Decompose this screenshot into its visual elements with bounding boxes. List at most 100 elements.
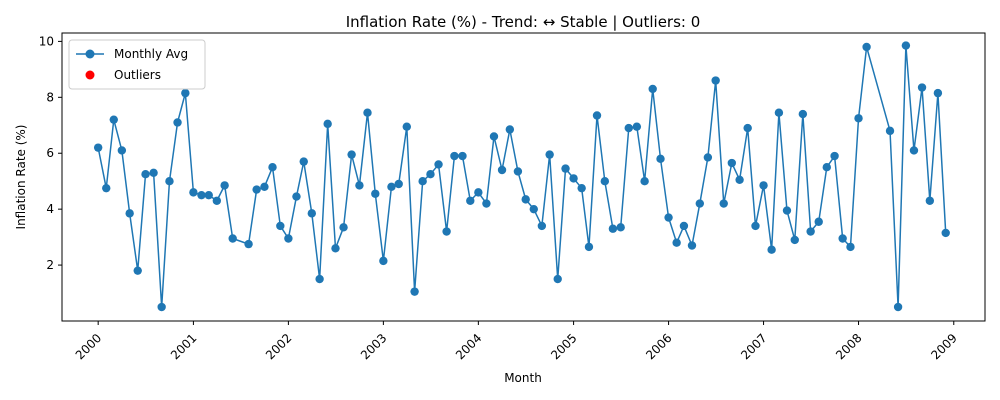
data-point — [204, 190, 213, 200]
legend-entry-monthly-avg: Monthly Avg — [114, 47, 188, 61]
x-tick-label: 2005 — [548, 331, 579, 362]
data-point — [759, 181, 768, 190]
data-point — [616, 223, 625, 232]
data-point — [197, 190, 206, 200]
data-point — [537, 221, 547, 231]
data-point — [862, 42, 871, 52]
data-point — [577, 183, 586, 193]
data-point — [505, 125, 515, 134]
x-tick-label: 2009 — [928, 331, 959, 362]
data-point — [885, 126, 895, 136]
data-point — [276, 221, 285, 231]
data-point — [363, 108, 372, 117]
legend-marker-icon — [85, 49, 95, 59]
data-point — [307, 209, 317, 218]
data-point — [299, 157, 308, 166]
data-point — [189, 188, 198, 197]
data-point — [624, 123, 633, 133]
series-line-monthly-avg — [97, 44, 947, 308]
legend-box — [68, 39, 206, 90]
data-point — [854, 114, 863, 123]
data-point — [315, 274, 324, 284]
data-point — [561, 164, 570, 173]
legend-entry-outliers: Outliers — [114, 68, 161, 82]
data-point — [640, 176, 649, 186]
data-point — [727, 158, 737, 168]
data-point — [933, 88, 943, 98]
data-point — [292, 192, 301, 201]
x-tick-label: 2002 — [263, 331, 294, 362]
x-axis: 2000 2001 2002 2003 2004 2005 2006 2007 2008 2009 — [73, 321, 960, 362]
x-tick-label: 2007 — [738, 331, 769, 362]
data-point — [687, 241, 697, 250]
data-point — [703, 153, 713, 162]
data-point — [917, 83, 927, 92]
data-point — [569, 174, 578, 183]
data-point — [331, 244, 340, 253]
x-tick-label: 2004 — [453, 331, 484, 362]
data-point — [410, 287, 419, 296]
y-tick-label: 6 — [46, 146, 54, 160]
data-point — [228, 234, 237, 243]
data-point — [157, 302, 166, 312]
y-tick-label: 4 — [46, 202, 54, 216]
data-point — [790, 235, 799, 245]
data-point — [347, 150, 356, 159]
data-point — [434, 160, 443, 169]
data-point — [489, 132, 499, 141]
data-point — [711, 76, 720, 85]
data-point — [212, 196, 222, 205]
data-point — [909, 146, 919, 155]
data-point — [244, 239, 253, 249]
data-point — [719, 199, 728, 208]
legend: Monthly Avg Outliers — [68, 39, 206, 90]
data-point — [260, 182, 269, 191]
data-point — [466, 196, 475, 205]
data-point — [102, 183, 111, 193]
data-point — [284, 234, 293, 243]
data-point — [751, 221, 760, 231]
data-point — [679, 221, 689, 231]
data-point — [93, 143, 103, 152]
data-point — [529, 204, 538, 214]
data-point — [426, 170, 435, 179]
x-tick-label: 2001 — [168, 331, 199, 362]
data-point — [648, 84, 657, 94]
data-point — [387, 182, 396, 191]
data-point — [339, 223, 348, 232]
x-axis-label: Month — [504, 371, 542, 385]
chart-title: Inflation Rate (%) - Trend: ↔ Stable | O… — [346, 13, 701, 31]
data-point — [774, 108, 784, 117]
data-point — [664, 213, 673, 222]
data-point — [600, 176, 610, 186]
y-tick-label: 8 — [46, 90, 54, 104]
x-tick-label: 2003 — [358, 331, 389, 362]
data-point — [846, 242, 855, 252]
data-point — [181, 88, 190, 98]
data-point — [252, 185, 261, 194]
data-point — [497, 165, 507, 175]
data-point — [893, 302, 903, 312]
data-point — [394, 179, 403, 189]
y-axis: 2 4 6 8 10 — [39, 34, 62, 272]
data-point — [268, 163, 277, 172]
data-point — [798, 109, 808, 119]
data-point — [482, 199, 491, 208]
y-axis-label: Inflation Rate (%) — [14, 125, 28, 230]
data-point — [371, 189, 380, 198]
data-point — [553, 274, 562, 284]
y-tick-label: 10 — [39, 34, 54, 48]
data-point — [584, 242, 594, 252]
data-point — [323, 119, 332, 129]
data-point — [656, 154, 665, 164]
data-point — [418, 176, 427, 186]
data-point — [782, 206, 792, 215]
data-point — [941, 228, 950, 238]
data-point — [814, 217, 823, 226]
data-point — [767, 245, 776, 254]
x-tick-label: 2008 — [833, 331, 864, 362]
data-point — [592, 111, 602, 120]
data-point — [822, 163, 831, 172]
data-point — [743, 123, 752, 133]
